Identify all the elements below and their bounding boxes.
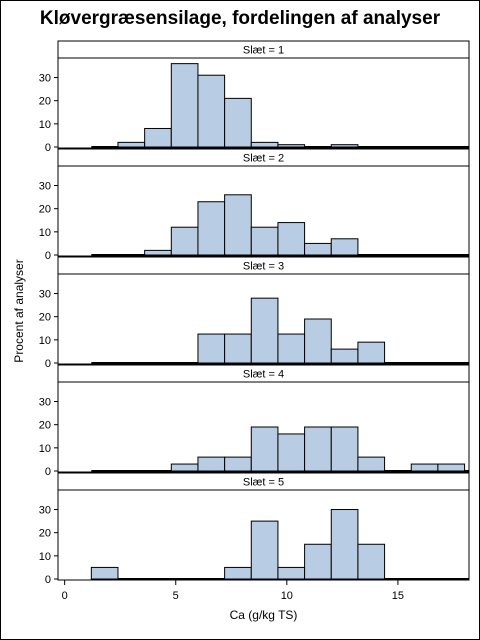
histogram-bar bbox=[117, 141, 146, 148]
x-tick-label: 15 bbox=[392, 590, 404, 602]
histogram-bar bbox=[250, 297, 279, 364]
y-tick-label: 0 bbox=[45, 142, 51, 154]
histogram-bar bbox=[224, 566, 252, 580]
panel-label: Slæt = 1 bbox=[243, 45, 284, 57]
histogram-bar bbox=[357, 543, 386, 580]
histogram-bar bbox=[224, 333, 252, 364]
panel-label: Slæt = 2 bbox=[243, 153, 284, 165]
y-tick-label: 0 bbox=[45, 466, 51, 478]
histogram-bar bbox=[224, 97, 252, 148]
y-tick-label: 20 bbox=[39, 420, 51, 432]
histogram-bar bbox=[277, 566, 306, 580]
y-tick-label: 20 bbox=[39, 96, 51, 108]
histogram-bar bbox=[250, 426, 279, 472]
y-tick-label: 30 bbox=[39, 73, 51, 85]
histogram-bar bbox=[250, 520, 279, 580]
histogram-bar bbox=[170, 463, 199, 472]
y-tick-label: 20 bbox=[39, 528, 51, 540]
histogram-bar bbox=[224, 194, 252, 256]
histogram-bar bbox=[304, 242, 332, 256]
histogram-bar bbox=[330, 348, 359, 364]
histogram-bar bbox=[224, 456, 252, 472]
x-axis-label: Ca (g/kg TS) bbox=[230, 608, 298, 622]
histogram-bar bbox=[357, 341, 386, 364]
y-tick-label: 30 bbox=[39, 505, 51, 517]
y-tick-label: 10 bbox=[39, 443, 51, 455]
histogram-bar bbox=[304, 426, 332, 472]
histogram-bar bbox=[197, 456, 226, 472]
histogram-bar bbox=[330, 144, 359, 148]
y-tick-label: 30 bbox=[39, 289, 51, 301]
y-tick-label: 10 bbox=[39, 227, 51, 239]
x-tick-label: 0 bbox=[62, 590, 68, 602]
y-tick-label: 10 bbox=[39, 119, 51, 131]
histogram-bar bbox=[197, 74, 226, 148]
histogram-bar bbox=[197, 201, 226, 256]
y-tick-label: 30 bbox=[39, 181, 51, 193]
histogram-bar bbox=[250, 226, 279, 256]
histogram-bar bbox=[277, 333, 306, 364]
histogram-bar bbox=[437, 463, 466, 472]
histogram-bar bbox=[144, 127, 172, 148]
y-tick-label: 0 bbox=[45, 250, 51, 262]
histogram-bar bbox=[197, 333, 226, 364]
chart-title: Kløvergræsensilage, fordelingen af analy… bbox=[39, 8, 441, 29]
panel-plot-area bbox=[57, 57, 470, 149]
histogram-bar bbox=[277, 144, 306, 148]
histogram-bar bbox=[410, 463, 439, 472]
histogram-bar bbox=[330, 509, 359, 580]
histogram-bar bbox=[330, 238, 359, 256]
y-tick-label: 20 bbox=[39, 312, 51, 324]
histogram-bar bbox=[250, 141, 279, 148]
histogram-bar bbox=[357, 456, 386, 472]
histogram-bar bbox=[304, 543, 332, 580]
histogram-bar bbox=[90, 566, 119, 580]
x-tick-label: 10 bbox=[281, 590, 293, 602]
panel-label: Slæt = 4 bbox=[243, 369, 284, 381]
histogram-bar bbox=[330, 426, 359, 472]
panel-label: Slæt = 5 bbox=[243, 477, 284, 489]
y-tick-label: 0 bbox=[45, 574, 51, 586]
x-tick-label: 5 bbox=[173, 590, 179, 602]
histogram-bar bbox=[304, 318, 332, 364]
histogram-bar bbox=[277, 433, 306, 472]
y-tick-label: 10 bbox=[39, 335, 51, 347]
y-tick-label: 10 bbox=[39, 551, 51, 563]
histogram-bar bbox=[170, 63, 199, 148]
histogram-bar bbox=[277, 222, 306, 256]
y-tick-label: 20 bbox=[39, 204, 51, 216]
y-axis-label: Procent af analyser bbox=[12, 259, 26, 362]
histogram-bar bbox=[144, 249, 172, 256]
histogram-bar bbox=[170, 226, 199, 256]
panel-label: Slæt = 3 bbox=[243, 261, 284, 273]
y-tick-label: 30 bbox=[39, 397, 51, 409]
y-tick-label: 0 bbox=[45, 358, 51, 370]
